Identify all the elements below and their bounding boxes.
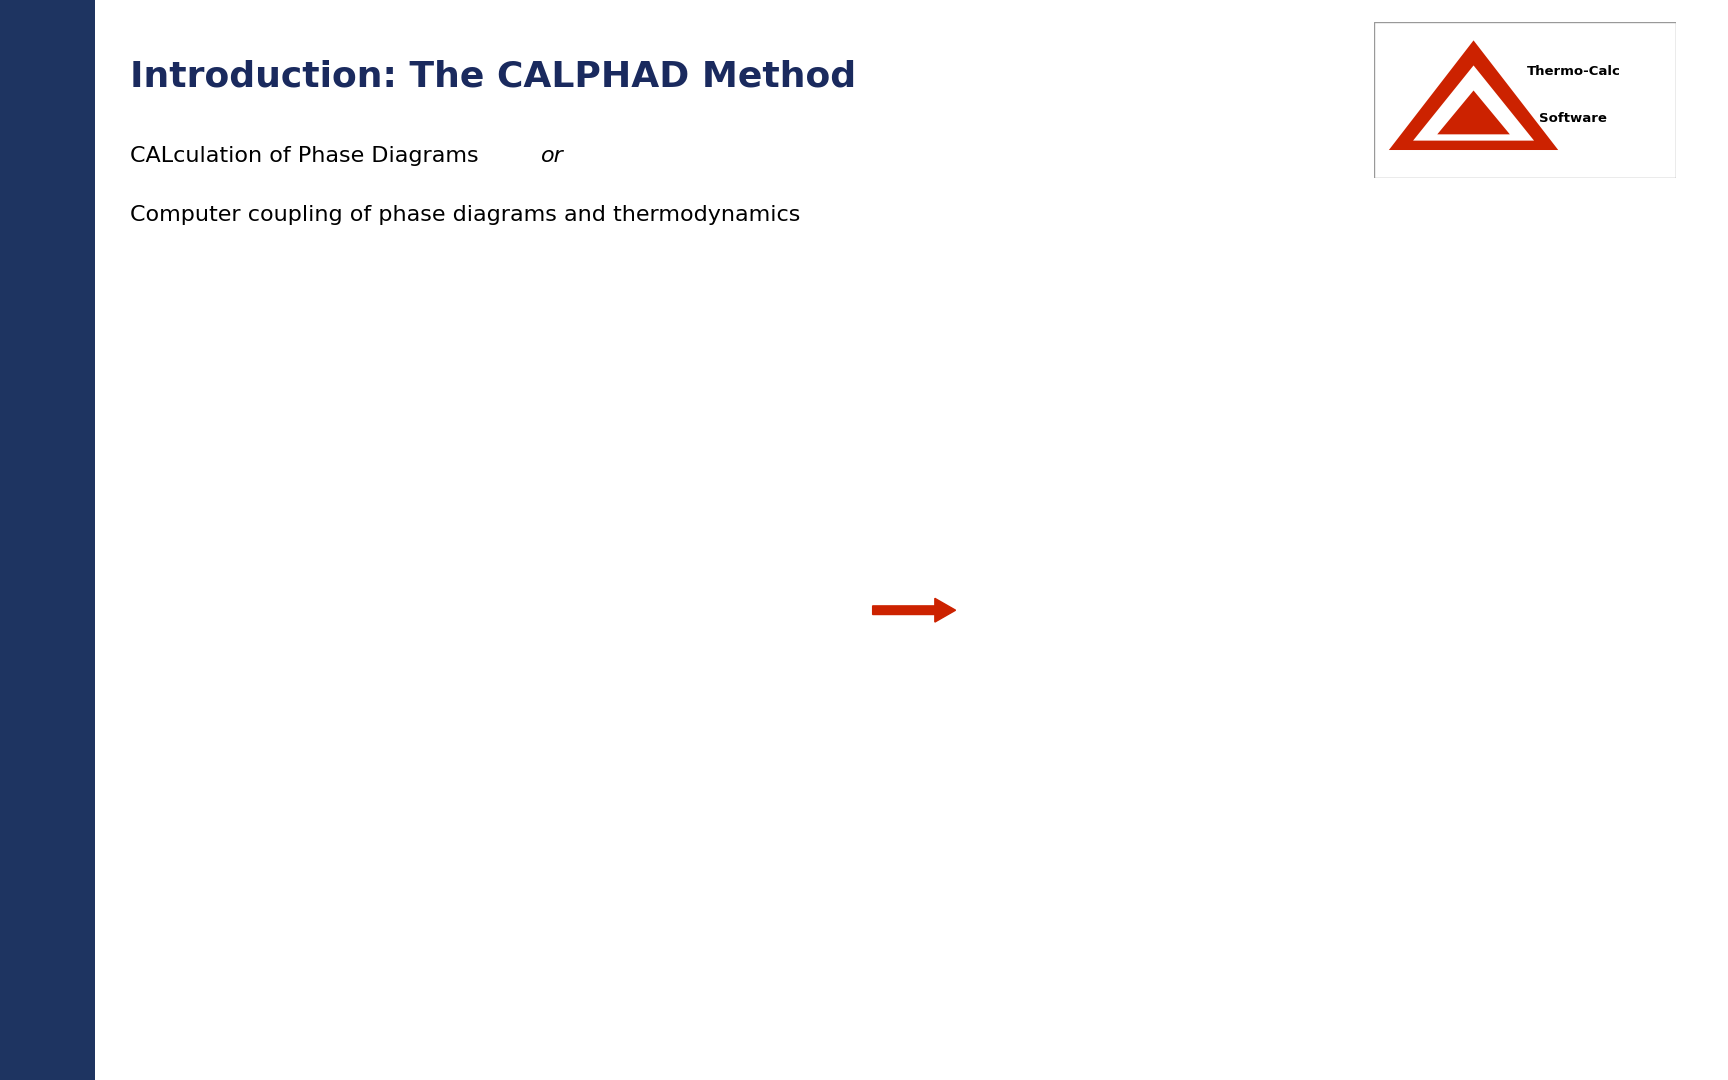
Text: β: β	[1579, 748, 1593, 768]
Text: Software: Software	[1540, 112, 1607, 125]
Text: α: α	[1096, 741, 1108, 760]
Text: $\alpha$: $\alpha$	[551, 602, 567, 622]
Text: Thermo-Calc: Thermo-Calc	[1526, 65, 1621, 78]
Polygon shape	[1389, 40, 1559, 150]
Y-axis label: Temperature, K: Temperature, K	[968, 559, 983, 677]
Text: B: B	[781, 961, 791, 976]
Text: Liquid: Liquid	[1305, 476, 1365, 496]
Text: Introduction: The CALPHAD Method: Introduction: The CALPHAD Method	[130, 59, 855, 93]
Y-axis label: Gibbs energy, kJ/mol: Gibbs energy, kJ/mol	[126, 539, 142, 698]
Polygon shape	[1414, 66, 1534, 140]
Text: T=700K: T=700K	[565, 353, 639, 372]
Text: or: or	[541, 146, 563, 166]
Text: α + β: α + β	[1289, 848, 1344, 867]
Text: CALculation of Phase Diagrams: CALculation of Phase Diagrams	[130, 146, 486, 166]
Text: Liquid: Liquid	[252, 823, 299, 838]
Text: Computer coupling of phase diagrams and thermodynamics: Computer coupling of phase diagrams and …	[130, 205, 800, 226]
Text: β + L: β + L	[1536, 553, 1581, 603]
X-axis label: Mole fraction B: Mole fraction B	[422, 937, 537, 951]
Text: A: A	[1023, 934, 1033, 949]
Text: B: B	[1636, 934, 1647, 949]
Polygon shape	[1438, 91, 1510, 134]
Text: $\beta$: $\beta$	[301, 619, 314, 644]
Text: A: A	[168, 961, 178, 976]
X-axis label: Mole fraction B: Mole fraction B	[1277, 937, 1393, 951]
